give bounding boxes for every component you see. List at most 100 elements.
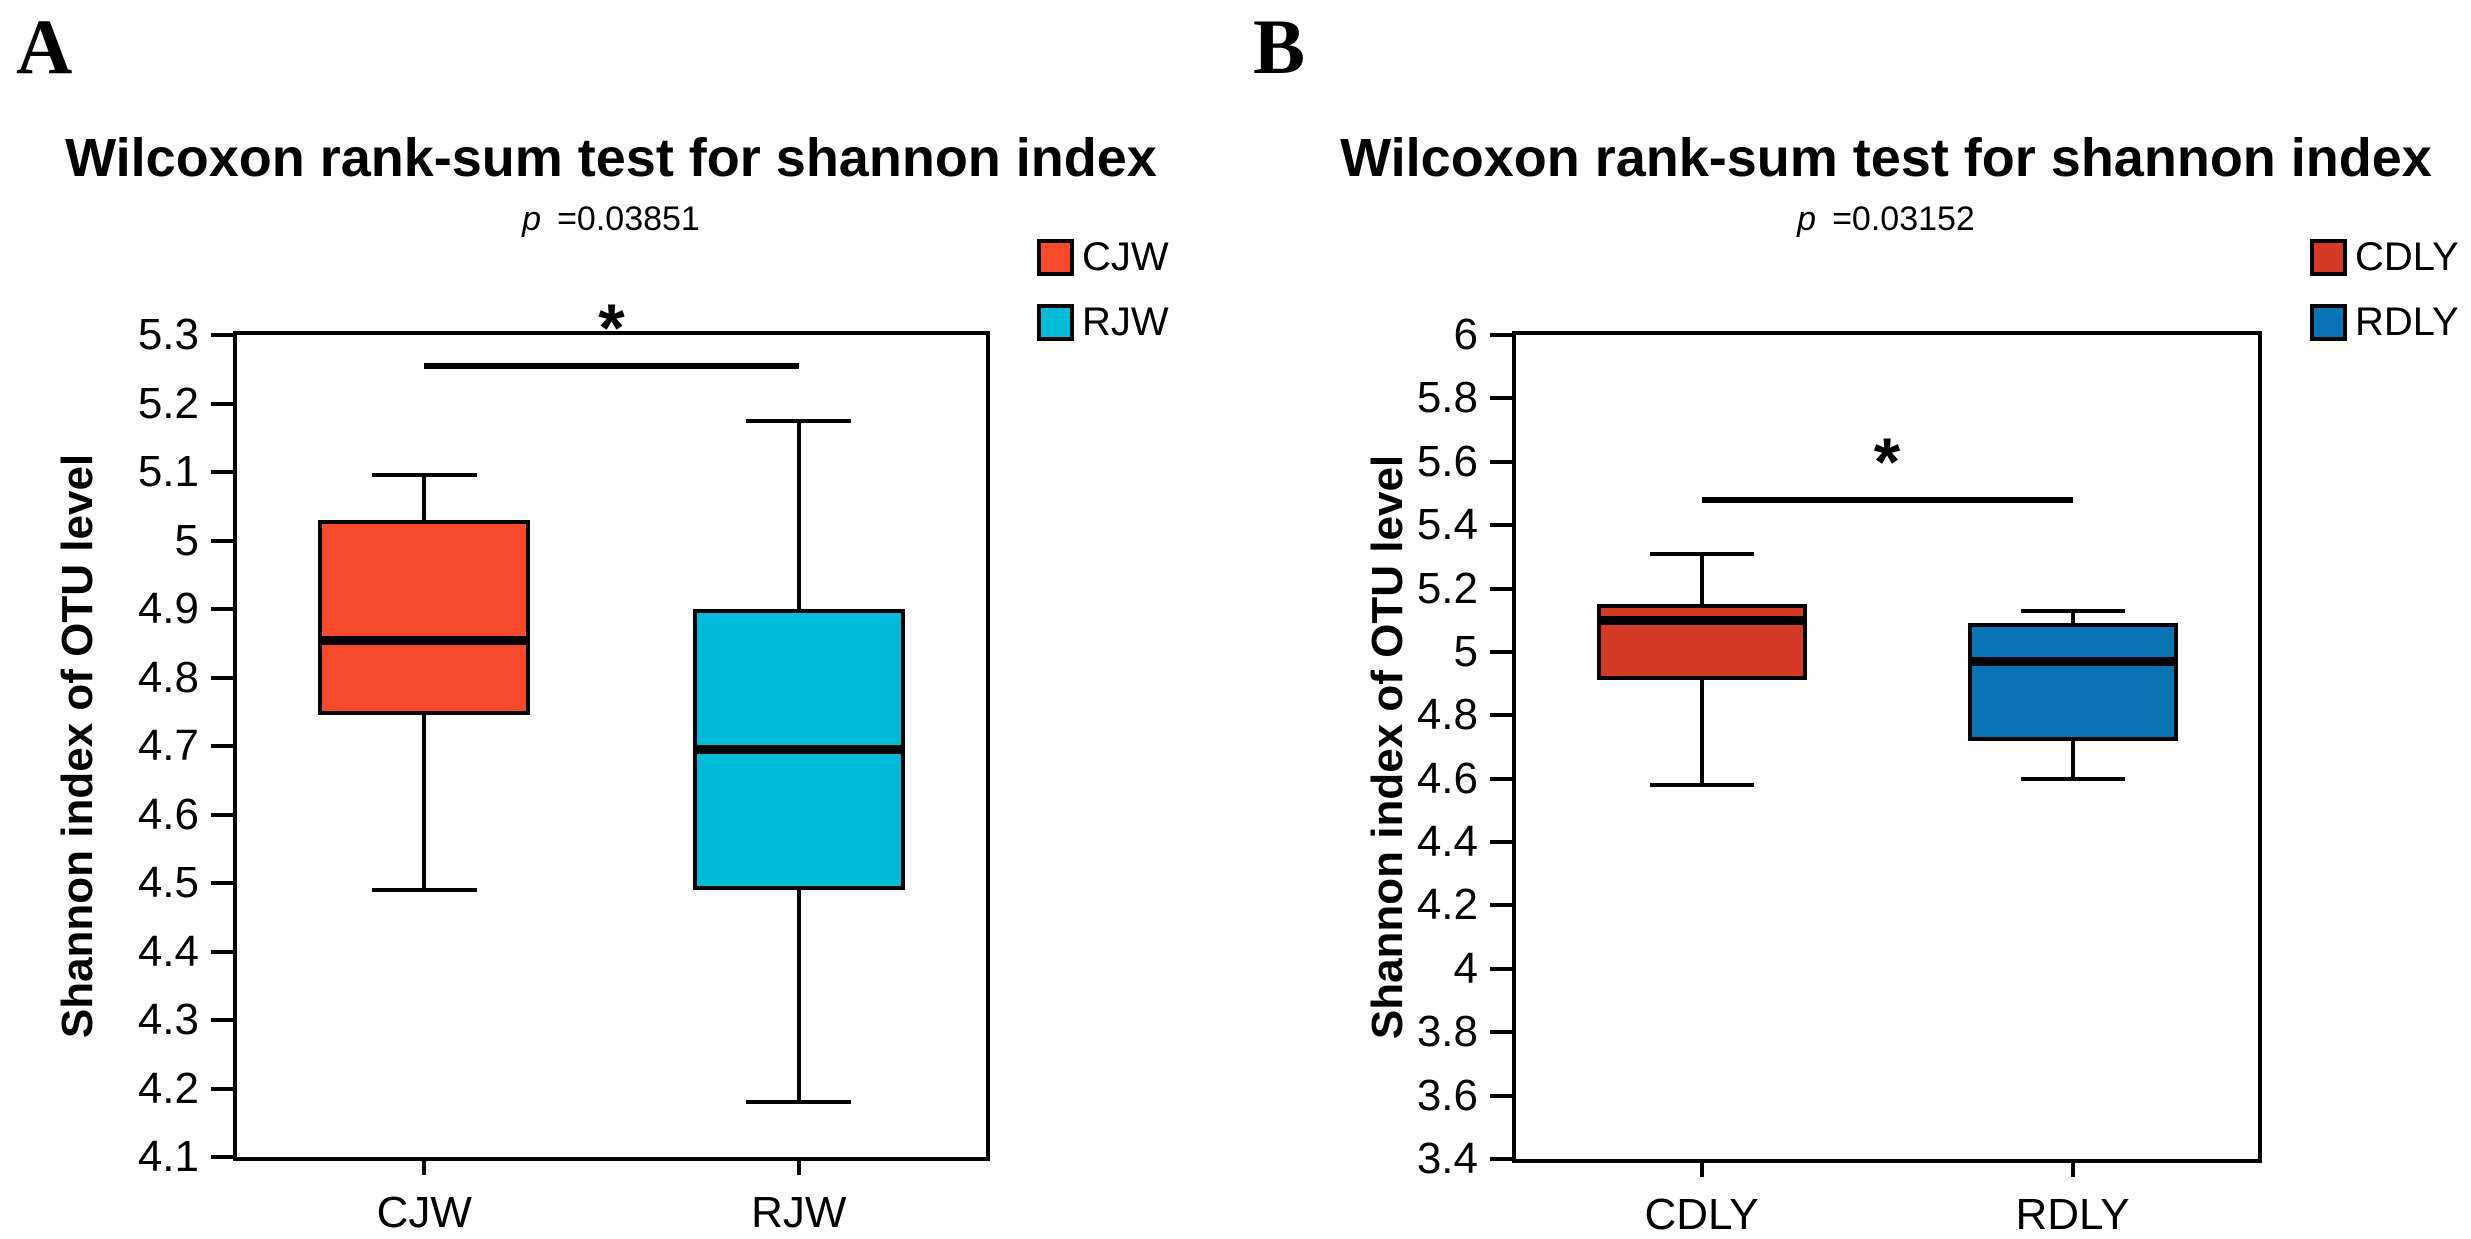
y-axis-tick xyxy=(211,949,233,954)
x-axis-tick xyxy=(422,1157,427,1175)
y-axis-tick xyxy=(211,607,233,611)
median-line xyxy=(1600,616,1803,626)
panel-b-title: Wilcoxon rank-sum test for shannon index xyxy=(1340,128,2432,188)
legend-item: RDLY xyxy=(2310,302,2459,342)
whisker-cap-bottom xyxy=(1649,783,1754,788)
y-axis-tick-label: 4.3 xyxy=(137,995,199,1044)
panel-a-legend: CJW RJW xyxy=(1037,237,1169,342)
y-axis-tick-label: 4.6 xyxy=(137,789,199,839)
whisker-cap-top xyxy=(2020,608,2125,613)
y-axis-tick-label: 5.6 xyxy=(1416,436,1478,486)
whisker-cap-top xyxy=(746,418,852,423)
panel-b-legend: CDLY RDLY xyxy=(2310,237,2459,342)
panel-b-letter: B xyxy=(1253,3,1306,90)
y-axis-tick-label: 5.3 xyxy=(137,310,199,359)
legend-swatch-rdly xyxy=(2310,303,2347,341)
y-axis-tick-label: 4 xyxy=(1453,943,1478,993)
y-axis-tick-label: 3.8 xyxy=(1416,1007,1478,1057)
significance-line xyxy=(424,362,799,369)
y-axis-tick-label: 4.2 xyxy=(1416,880,1478,930)
legend-item: RJW xyxy=(1037,302,1169,342)
panel-a-p-number: =0.03851 xyxy=(557,200,700,238)
y-axis-tick xyxy=(211,1155,233,1159)
whisker-cap-bottom xyxy=(2020,776,2125,781)
panel-a-p-symbol: p xyxy=(522,200,542,238)
y-axis-tick-label: 4.8 xyxy=(137,652,199,702)
x-axis-tick xyxy=(2070,1159,2075,1177)
y-axis-tick-label: 5 xyxy=(174,515,199,565)
y-axis-tick xyxy=(211,401,233,406)
legend-swatch-cjw xyxy=(1037,238,1074,276)
y-axis-tick xyxy=(211,675,233,680)
y-axis-tick-label: 4.7 xyxy=(137,721,199,770)
y-axis-tick xyxy=(1490,459,1512,464)
y-axis-tick-label: 3.6 xyxy=(1416,1070,1478,1120)
y-axis-tick-label: 6 xyxy=(1453,310,1478,359)
significance-star: * xyxy=(1873,423,1901,500)
y-axis-tick-label: 5 xyxy=(1453,626,1478,676)
panel-b-y-axis-label: Shannon index of OTU level xyxy=(1363,454,1412,1040)
panel-b-plot-area: 3.4 3.6 3.8 4 4.2 4.4 4.6 4.8 5 5.2 5.4 5.6 5.8 6 CDLY… xyxy=(1417,313,2262,1237)
y-axis-tick xyxy=(211,1086,233,1091)
y-axis-tick xyxy=(211,1018,233,1022)
legend-item: CJW xyxy=(1037,237,1169,277)
panel-a-title: Wilcoxon rank-sum test for shannon index xyxy=(65,128,1157,188)
y-axis-tick xyxy=(1490,586,1512,591)
y-axis-tick xyxy=(1490,523,1512,528)
x-axis-category-label: CJW xyxy=(376,1188,472,1237)
y-axis-tick xyxy=(211,470,233,474)
y-axis-tick-label: 5.2 xyxy=(1416,563,1478,613)
y-axis-tick xyxy=(1490,903,1512,908)
y-axis-tick-label: 4.8 xyxy=(1416,690,1478,740)
panel-b-pvalue: p =0.03152 xyxy=(1797,202,1975,236)
box-rdly xyxy=(1967,623,2178,741)
y-axis-tick xyxy=(1490,649,1512,654)
y-axis-tick xyxy=(211,744,233,748)
whisker-cap-top xyxy=(371,473,477,478)
y-axis-tick-label: 5.2 xyxy=(137,378,199,428)
panel-b-p-number: =0.03152 xyxy=(1832,200,1975,238)
box-cjw xyxy=(318,519,531,716)
y-axis-tick xyxy=(1490,840,1512,845)
whisker-cap-bottom xyxy=(371,887,477,892)
panel-a-plot-area: 4.1 4.2 4.3 4.4 4.5 4.6 4.7 4.8 4.9 5 5.1 5.2 5.3 CJW… xyxy=(138,294,990,1235)
x-axis-tick xyxy=(1699,1159,1704,1177)
y-axis-tick xyxy=(1490,776,1512,781)
median-line xyxy=(1971,657,2174,667)
y-axis-tick-label: 4.5 xyxy=(137,858,199,907)
y-axis-tick xyxy=(1490,713,1512,718)
legend-label: RJW xyxy=(1082,300,1169,344)
y-axis-tick-label: 5.1 xyxy=(137,447,199,496)
panel-a-y-axis-label: Shannon index of OTU level xyxy=(53,453,102,1039)
y-axis-tick-label: 4.2 xyxy=(137,1063,199,1113)
y-axis-tick-label: 5.8 xyxy=(1416,373,1478,423)
legend-swatch-rjw xyxy=(1037,303,1074,341)
x-axis-category-label: RJW xyxy=(751,1188,847,1237)
median-line xyxy=(696,745,901,755)
legend-swatch-cdly xyxy=(2310,238,2347,276)
x-axis-category-label: RDLY xyxy=(2015,1190,2130,1239)
whisker-cap-top xyxy=(1649,551,1754,556)
panel-b-p-symbol: p xyxy=(1797,200,1817,238)
y-axis-tick-label: 4.4 xyxy=(137,926,199,976)
significance-star: * xyxy=(598,289,625,366)
median-line xyxy=(322,635,527,645)
y-axis-tick-label: 5.4 xyxy=(1416,500,1478,550)
y-axis-tick xyxy=(1490,1157,1512,1161)
y-axis-tick xyxy=(1490,333,1512,337)
y-axis-tick-label: 4.4 xyxy=(1416,817,1478,867)
panel-a-pvalue: p =0.03851 xyxy=(522,202,700,236)
significance-line xyxy=(1701,496,2073,503)
legend-label: CJW xyxy=(1082,235,1169,279)
y-axis-tick-label: 4.9 xyxy=(137,584,199,633)
x-axis-tick xyxy=(796,1157,801,1175)
legend-label: RDLY xyxy=(2355,300,2459,344)
y-axis-tick xyxy=(1490,966,1512,971)
y-axis-tick-label: 3.4 xyxy=(1416,1134,1478,1183)
y-axis-tick xyxy=(211,812,233,817)
y-axis-tick xyxy=(211,333,233,337)
y-axis-tick xyxy=(1490,396,1512,401)
y-axis-tick xyxy=(1490,1093,1512,1098)
y-axis-tick xyxy=(211,881,233,885)
